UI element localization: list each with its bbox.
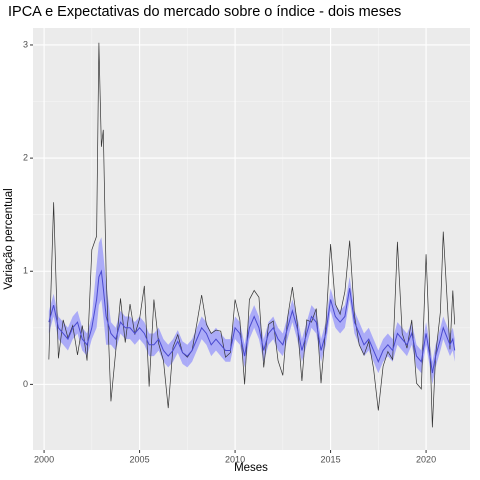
line [48, 269, 456, 374]
band [48, 237, 455, 385]
x-axis-label: Meses [234, 462, 268, 474]
x-tick-label: 2015 [321, 454, 341, 464]
y-tick-label: 2 [23, 152, 28, 162]
x-tick-label: 2005 [130, 454, 150, 464]
y-tick-label: 3 [23, 39, 28, 49]
y-tick-label: 1 [23, 266, 28, 276]
y-tick-label: 0 [23, 379, 28, 389]
line [48, 42, 456, 428]
x-tick-label: 2010 [225, 454, 245, 464]
chart-title: IPCA e Expectativas do mercado sobre o í… [8, 4, 401, 20]
x-tick-label: 2000 [34, 454, 54, 464]
plot-panel [33, 28, 470, 450]
y-axis-label: Variação percentual [3, 188, 15, 289]
x-tick-label: 2020 [416, 454, 436, 464]
